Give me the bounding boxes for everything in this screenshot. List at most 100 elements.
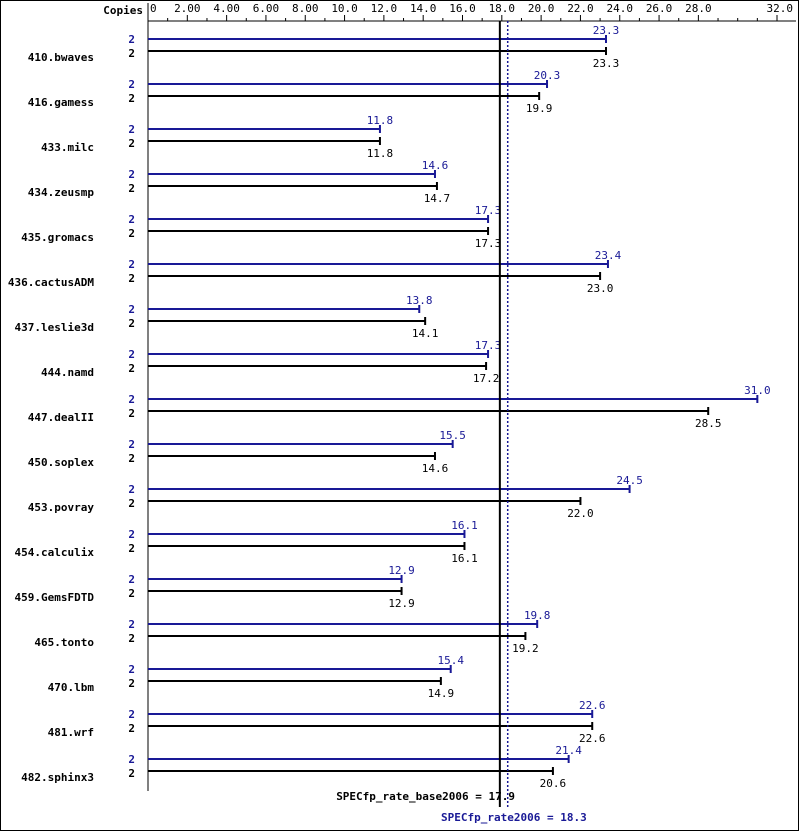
benchmark-row: 465.tonto 2 19.8 2 19.2	[34, 609, 550, 655]
peak-copies-label: 2	[128, 213, 135, 226]
benchmark-label: 437.leslie3d	[15, 321, 94, 334]
peak-copies-label: 2	[128, 123, 135, 136]
x-tick-label: 2.00	[174, 2, 201, 15]
benchmark-label: 450.soplex	[28, 456, 95, 469]
peak-copies-label: 2	[128, 258, 135, 271]
peak-value-label: 16.1	[451, 519, 478, 532]
base-copies-label: 2	[128, 407, 135, 420]
base-value-label: 23.3	[593, 57, 620, 70]
peak-copies-label: 2	[128, 78, 135, 91]
x-tick-label: 32.0	[767, 2, 794, 15]
peak-value-label: 23.3	[593, 24, 620, 37]
benchmark-row: 437.leslie3d 2 13.8 2 14.1	[15, 294, 439, 340]
benchmark-label: 433.milc	[41, 141, 94, 154]
peak-copies-label: 2	[128, 303, 135, 316]
base-copies-label: 2	[128, 497, 135, 510]
base-copies-label: 2	[128, 452, 135, 465]
base-value-label: 20.6	[540, 777, 567, 790]
base-copies-label: 2	[128, 587, 135, 600]
x-tick-label: 0	[150, 2, 157, 15]
benchmark-label: 481.wrf	[48, 726, 94, 739]
base-value-label: 12.9	[388, 597, 415, 610]
peak-copies-label: 2	[128, 33, 135, 46]
copies-header: Copies	[103, 4, 143, 17]
benchmark-row: 453.povray 2 24.5 2 22.0	[28, 474, 643, 520]
benchmark-row: 450.soplex 2 15.5 2 14.6	[28, 429, 466, 475]
benchmark-row: 454.calculix 2 16.1 2 16.1	[15, 519, 478, 565]
base-value-label: 17.3	[475, 237, 502, 250]
base-copies-label: 2	[128, 632, 135, 645]
base-copies-label: 2	[128, 47, 135, 60]
base-value-label: 17.2	[473, 372, 500, 385]
base-copies-label: 2	[128, 227, 135, 240]
benchmark-row: 447.dealII 2 31.0 2 28.5	[28, 384, 771, 430]
base-value-label: 14.9	[428, 687, 455, 700]
benchmark-row: 435.gromacs 2 17.3 2 17.3	[21, 204, 501, 250]
benchmark-label: 416.gamess	[28, 96, 94, 109]
peak-copies-label: 2	[128, 438, 135, 451]
peak-value-label: 23.4	[595, 249, 622, 262]
peak-value-label: 17.3	[475, 204, 502, 217]
base-copies-label: 2	[128, 272, 135, 285]
x-tick-label: 18.0	[489, 2, 516, 15]
peak-copies-label: 2	[128, 483, 135, 496]
benchmark-row: 416.gamess 2 20.3 2 19.9	[28, 69, 561, 115]
base-value-label: 23.0	[587, 282, 614, 295]
benchmark-label: 470.lbm	[48, 681, 95, 694]
benchmark-label: 447.dealII	[28, 411, 94, 424]
base-value-label: 16.1	[451, 552, 478, 565]
base-copies-label: 2	[128, 677, 135, 690]
benchmark-label: 459.GemsFDTD	[15, 591, 95, 604]
benchmark-row: 444.namd 2 17.3 2 17.2	[41, 339, 501, 385]
base-value-label: 14.7	[424, 192, 451, 205]
peak-value-label: 31.0	[744, 384, 771, 397]
peak-value-label: 19.8	[524, 609, 551, 622]
peak-copies-label: 2	[128, 348, 135, 361]
x-tick-label: 28.0	[685, 2, 712, 15]
peak-value-label: 22.6	[579, 699, 606, 712]
base-copies-label: 2	[128, 767, 135, 780]
base-value-label: 19.2	[512, 642, 539, 655]
peak-value-label: 21.4	[555, 744, 582, 757]
x-tick-label: 14.0	[410, 2, 437, 15]
benchmark-row: 434.zeusmp 2 14.6 2 14.7	[28, 159, 450, 205]
benchmark-row: 410.bwaves 2 23.3 2 23.3	[28, 24, 619, 70]
benchmark-label: 436.cactusADM	[8, 276, 94, 289]
benchmark-label: 454.calculix	[15, 546, 95, 559]
peak-copies-label: 2	[128, 753, 135, 766]
benchmark-rows: 410.bwaves 2 23.3 2 23.3 416.gamess 2 20.3 2 19.9…	[8, 24, 771, 790]
x-tick-label: 6.00	[253, 2, 280, 15]
benchmark-row: 436.cactusADM 2 23.4 2 23.0	[8, 249, 622, 295]
peak-copies-label: 2	[128, 708, 135, 721]
base-value-label: 14.1	[412, 327, 439, 340]
benchmark-label: 435.gromacs	[21, 231, 94, 244]
benchmark-row: 470.lbm 2 15.4 2 14.9	[48, 654, 465, 700]
x-tick-label: 24.0	[607, 2, 634, 15]
peak-copies-label: 2	[128, 168, 135, 181]
benchmark-row: 459.GemsFDTD 2 12.9 2 12.9	[15, 564, 415, 610]
base-value-label: 19.9	[526, 102, 553, 115]
peak-copies-label: 2	[128, 393, 135, 406]
benchmark-row: 482.sphinx3 2 21.4 2 20.6	[21, 744, 582, 790]
x-tick-label: 8.00	[292, 2, 319, 15]
peak-value-label: 11.8	[367, 114, 394, 127]
peak-value-label: 13.8	[406, 294, 433, 307]
x-axis: Copies 0 2.00 4.00 6.00 8.00 10.0 12.0 14.0 16.0 1…	[103, 2, 796, 791]
peak-value-label: 15.4	[437, 654, 464, 667]
base-copies-label: 2	[128, 137, 135, 150]
peak-copies-label: 2	[128, 573, 135, 586]
base-value-label: 11.8	[367, 147, 394, 160]
x-tick-label: 22.0	[567, 2, 594, 15]
peak-value-label: 20.3	[534, 69, 561, 82]
peak-copies-label: 2	[128, 618, 135, 631]
base-copies-label: 2	[128, 722, 135, 735]
benchmark-row: 481.wrf 2 22.6 2 22.6	[48, 699, 606, 745]
peak-value-label: 17.3	[475, 339, 502, 352]
base-value-label: 22.0	[567, 507, 594, 520]
base-copies-label: 2	[128, 317, 135, 330]
base-copies-label: 2	[128, 542, 135, 555]
x-tick-label: 16.0	[449, 2, 476, 15]
peak-value-label: 14.6	[422, 159, 449, 172]
peak-copies-label: 2	[128, 528, 135, 541]
